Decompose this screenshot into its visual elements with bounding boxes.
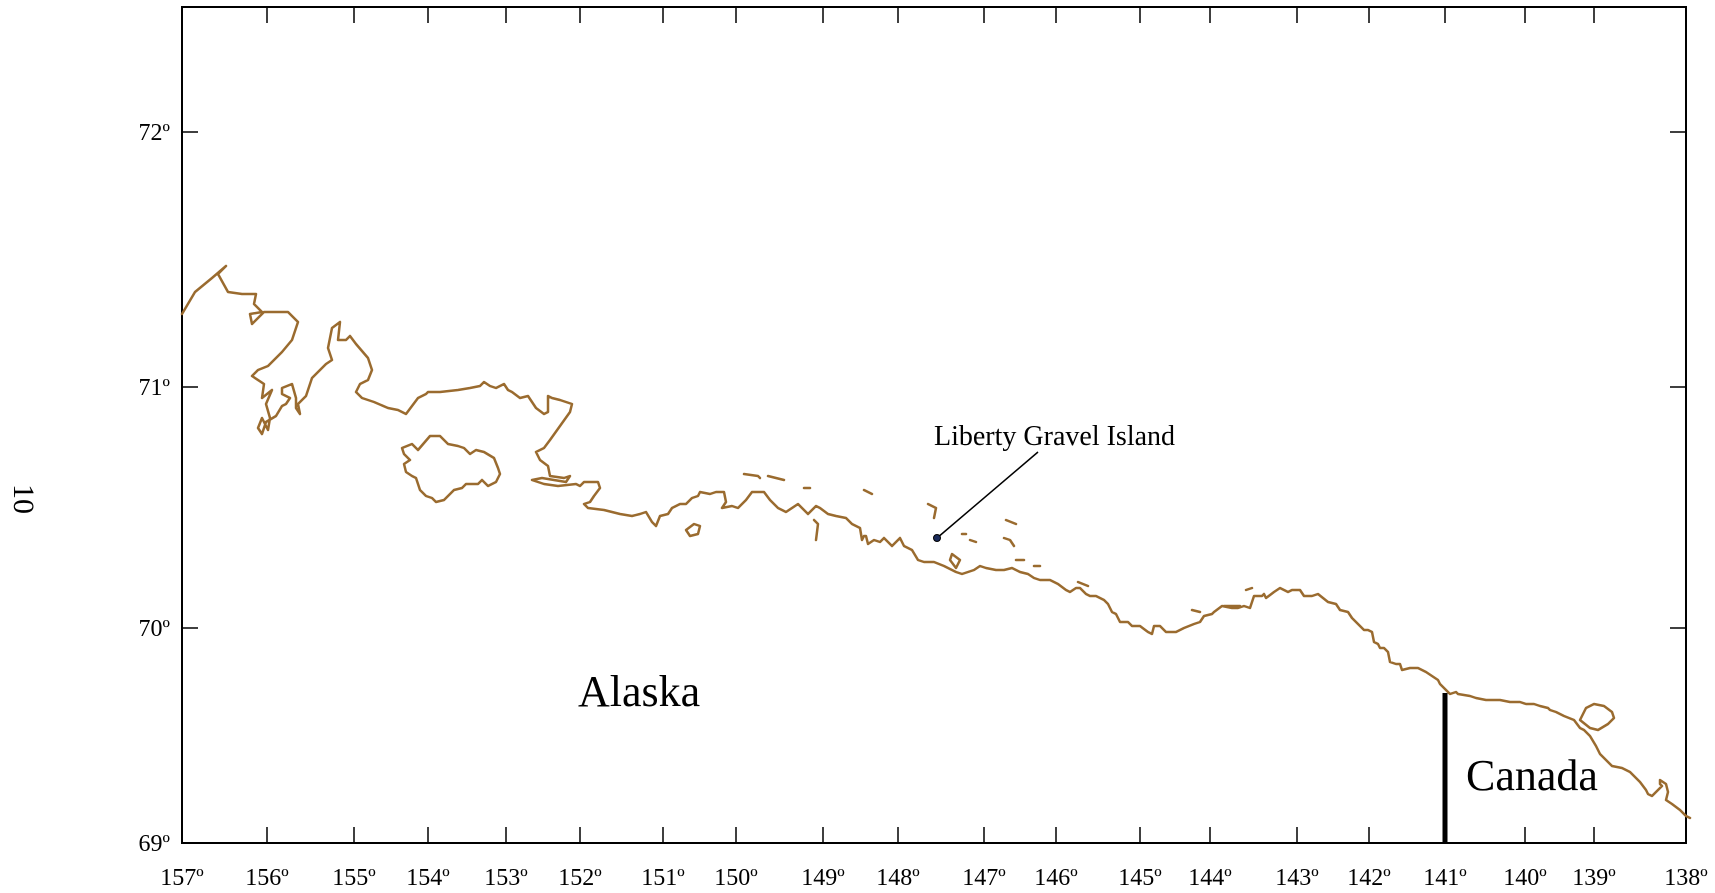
y-tick-label: 69º <box>139 831 171 857</box>
y-tick-labels: 69º 70º 71º 72º <box>139 120 171 857</box>
x-tick-label: 153º <box>484 865 528 891</box>
x-tick-label: 155º <box>332 865 376 891</box>
site-label: Liberty Gravel Island <box>934 421 1175 452</box>
x-tick-label: 145º <box>1118 865 1162 891</box>
island-barrier-1 <box>742 472 762 480</box>
island-barrier-10 <box>1190 608 1202 614</box>
island-shoal-1 <box>684 522 702 538</box>
island-shoal-3 <box>960 532 1042 568</box>
x-tick-label: 151º <box>641 865 685 891</box>
island-barrier-6 <box>926 502 938 520</box>
x-tick-label: 154º <box>406 865 450 891</box>
island-teshekpuk <box>400 434 502 504</box>
liberty-site-marker <box>933 534 941 542</box>
x-tick-label: 138º <box>1664 865 1708 891</box>
map-frame <box>181 6 1687 844</box>
x-tick-label: 139º <box>1572 865 1616 891</box>
island-barrier-2 <box>766 474 786 482</box>
tick-marks <box>181 7 1687 844</box>
x-tick-label: 147º <box>962 865 1006 891</box>
x-tick-label: 156º <box>245 865 289 891</box>
x-tick-label: 146º <box>1034 865 1078 891</box>
region-label-canada: Canada <box>1466 751 1598 800</box>
mainland-coastline <box>180 264 1692 820</box>
x-tick-label: 142º <box>1347 865 1391 891</box>
x-tick-label: 141º <box>1423 865 1467 891</box>
x-tick-label: 143º <box>1275 865 1319 891</box>
region-label-alaska: Alaska <box>578 667 700 716</box>
island-barrier-4 <box>812 518 820 542</box>
x-tick-label: 152º <box>558 865 602 891</box>
x-tick-label: 148º <box>876 865 920 891</box>
y-tick-label: 72º <box>139 120 171 146</box>
island-barrier-5 <box>862 488 874 496</box>
y-tick-label: 70º <box>139 616 171 642</box>
x-tick-labels: 157º 156º 155º 154º 153º 152º 151º 150º 149º 148º… <box>160 865 1708 891</box>
page-number: 10 <box>7 484 40 514</box>
x-tick-label: 150º <box>714 865 758 891</box>
x-tick-label: 140º <box>1503 865 1547 891</box>
island-barrier-7 <box>1002 536 1016 548</box>
coastline <box>180 264 1692 820</box>
island-barrier-12 <box>1244 586 1254 592</box>
x-tick-label: 144º <box>1188 865 1232 891</box>
y-tick-label: 71º <box>139 375 171 401</box>
x-tick-label: 149º <box>801 865 845 891</box>
x-tick-label: 157º <box>160 865 204 891</box>
site-leader-line <box>936 451 1039 539</box>
island-shoal-2 <box>948 552 962 570</box>
island-barrier-8 <box>1004 518 1018 526</box>
island-herschel <box>1578 702 1616 732</box>
island-barrier-9 <box>1076 580 1090 588</box>
